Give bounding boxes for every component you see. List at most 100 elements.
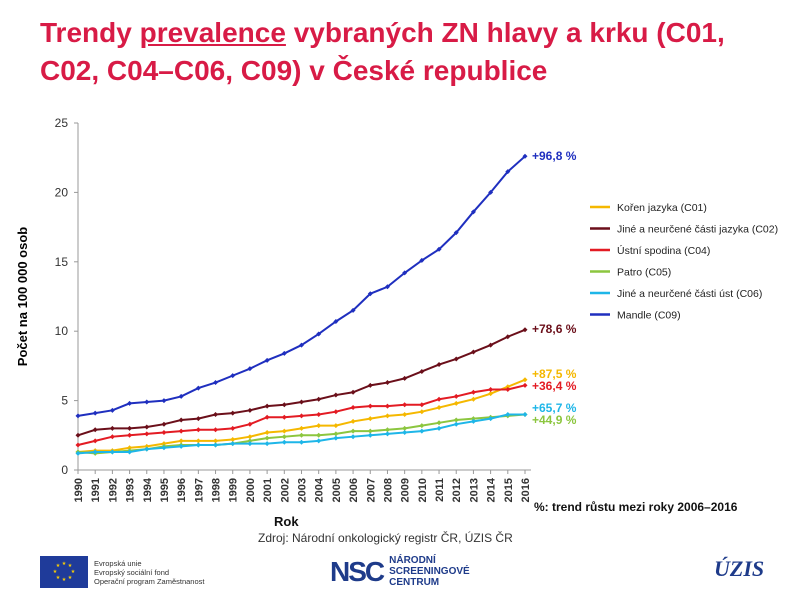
data-point bbox=[350, 418, 356, 424]
data-point bbox=[75, 450, 81, 456]
x-tick-label: 1991 bbox=[90, 478, 102, 502]
data-point bbox=[402, 411, 408, 417]
data-point bbox=[470, 349, 476, 355]
data-point bbox=[350, 389, 356, 395]
svg-text:★: ★ bbox=[53, 569, 58, 575]
data-point bbox=[75, 413, 81, 419]
data-point bbox=[470, 389, 476, 395]
series-line bbox=[77, 155, 526, 417]
data-point bbox=[402, 402, 408, 408]
data-point bbox=[281, 428, 287, 434]
data-point bbox=[299, 413, 304, 419]
data-point bbox=[230, 410, 236, 416]
source-note: Zdroj: Národní onkologický registr ČR, Ú… bbox=[258, 531, 513, 545]
data-point bbox=[92, 410, 98, 416]
y-tick-label: 0 bbox=[61, 463, 68, 477]
data-point bbox=[505, 384, 511, 390]
x-tick-label: 2003 bbox=[297, 478, 309, 502]
trend-annotation: +44,9 % bbox=[532, 413, 577, 427]
data-point bbox=[367, 416, 373, 422]
data-point bbox=[281, 414, 287, 420]
x-tick-label: 2006 bbox=[348, 478, 360, 502]
data-point bbox=[299, 342, 304, 348]
nsc-logo: NSC NÁRODNÍ SCREENINGOVÉ CENTRUM bbox=[330, 555, 470, 588]
data-point bbox=[333, 392, 339, 398]
data-point bbox=[247, 421, 253, 427]
data-point bbox=[127, 445, 133, 451]
data-point bbox=[402, 430, 408, 436]
data-point bbox=[436, 396, 442, 402]
svg-text:★: ★ bbox=[56, 563, 61, 569]
data-point bbox=[230, 425, 236, 431]
data-point bbox=[488, 416, 494, 422]
data-point bbox=[436, 420, 442, 426]
data-point bbox=[333, 435, 339, 441]
data-point bbox=[178, 417, 184, 423]
data-point bbox=[350, 405, 356, 411]
data-point bbox=[316, 432, 322, 438]
eu-line1: Evropská unie bbox=[94, 558, 142, 568]
data-point bbox=[453, 421, 459, 427]
data-point bbox=[144, 431, 150, 437]
data-point bbox=[178, 393, 184, 399]
data-point bbox=[333, 318, 339, 324]
data-point bbox=[488, 342, 494, 348]
data-point bbox=[213, 380, 219, 386]
data-point bbox=[144, 443, 150, 449]
data-point bbox=[384, 380, 390, 386]
data-point bbox=[144, 446, 150, 452]
data-point bbox=[505, 386, 511, 392]
data-point bbox=[247, 438, 253, 444]
data-point bbox=[453, 230, 459, 236]
data-point bbox=[350, 428, 356, 434]
data-point bbox=[109, 449, 115, 455]
data-point bbox=[109, 407, 115, 413]
data-point bbox=[453, 417, 459, 423]
svg-text:★: ★ bbox=[62, 561, 67, 567]
data-point bbox=[316, 396, 322, 402]
x-tick-label: 1999 bbox=[228, 478, 240, 502]
eu-line2: Evropský sociální fond bbox=[94, 567, 170, 577]
title-part1: Trendy bbox=[40, 17, 140, 48]
trend-annotation: +96,8 % bbox=[532, 149, 577, 163]
data-point bbox=[92, 449, 98, 455]
data-point bbox=[367, 382, 373, 388]
data-point bbox=[213, 411, 219, 417]
data-point bbox=[161, 430, 167, 436]
data-point bbox=[299, 439, 304, 445]
x-tick-label: 1996 bbox=[176, 478, 188, 502]
x-tick-label: 2011 bbox=[434, 478, 446, 502]
data-point bbox=[350, 434, 356, 440]
x-tick-label: 2012 bbox=[451, 478, 463, 502]
data-point bbox=[522, 377, 528, 383]
data-point bbox=[402, 425, 408, 431]
x-tick-label: 2004 bbox=[314, 477, 326, 502]
data-point bbox=[281, 434, 287, 440]
data-point bbox=[178, 438, 184, 444]
data-point bbox=[299, 432, 304, 438]
data-point bbox=[299, 425, 304, 431]
data-point bbox=[144, 424, 150, 430]
x-tick-label: 2008 bbox=[382, 478, 394, 502]
data-point bbox=[350, 307, 356, 313]
data-point bbox=[470, 209, 476, 215]
data-point bbox=[453, 393, 459, 399]
x-tick-label: 1994 bbox=[142, 477, 154, 502]
data-point bbox=[127, 449, 133, 455]
data-point bbox=[505, 411, 511, 417]
x-tick-label: 1990 bbox=[73, 478, 85, 502]
data-point bbox=[384, 413, 390, 419]
data-point bbox=[109, 425, 115, 431]
data-point bbox=[161, 421, 167, 427]
data-point bbox=[195, 385, 201, 391]
eu-flag-icon: ★ ★★★ ★★★★ bbox=[40, 556, 88, 588]
data-point bbox=[264, 441, 270, 447]
data-point bbox=[213, 442, 219, 448]
y-tick-label: 5 bbox=[61, 394, 68, 408]
nsc-mark: NSC bbox=[330, 555, 385, 587]
data-point bbox=[419, 423, 425, 429]
data-point bbox=[505, 169, 511, 175]
x-tick-label: 1992 bbox=[107, 478, 119, 502]
data-point bbox=[195, 442, 201, 448]
data-point bbox=[161, 398, 167, 404]
